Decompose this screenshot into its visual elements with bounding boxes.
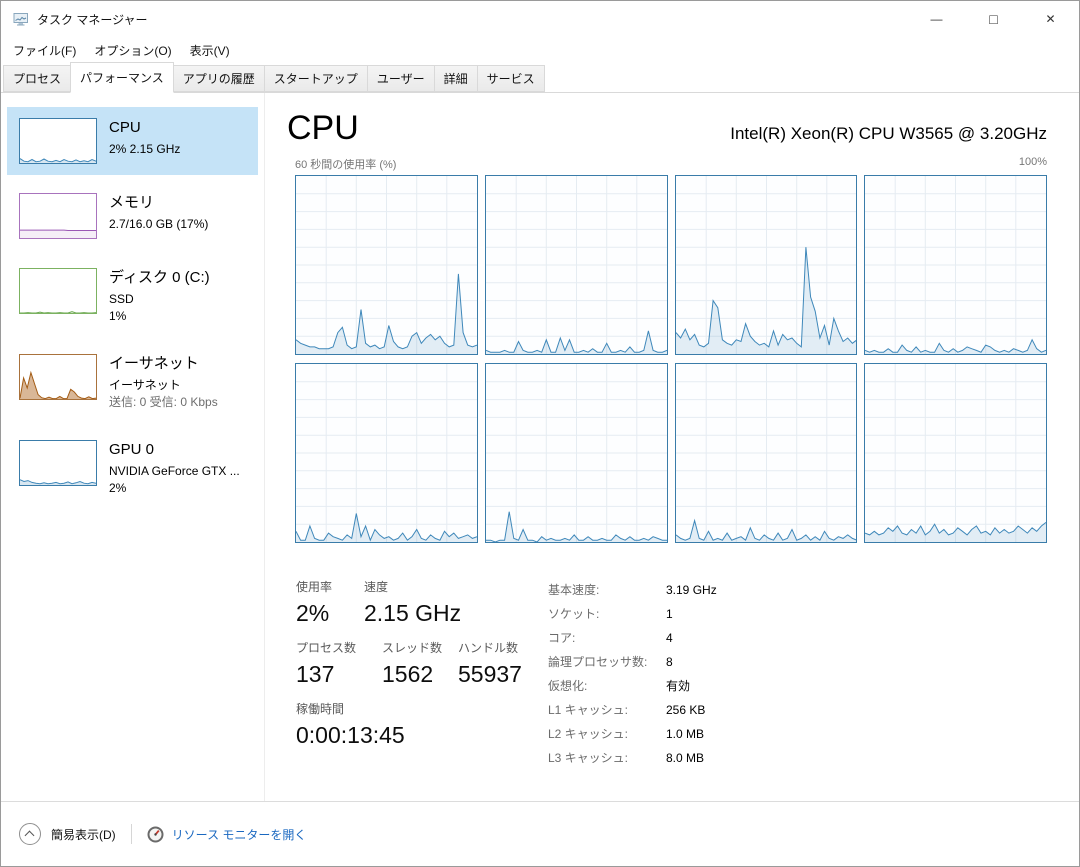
sidebar-disk-title: ディスク 0 (C:) (109, 269, 210, 286)
tab-app-history[interactable]: アプリの履歴 (172, 65, 265, 92)
handles-value: 55937 (458, 661, 522, 687)
tab-performance[interactable]: パフォーマンス (70, 62, 174, 93)
sidebar-disk-sub2: 1% (109, 309, 127, 323)
close-button[interactable]: ✕ (1022, 1, 1079, 37)
tab-services[interactable]: サービス (476, 65, 545, 92)
menu-options[interactable]: オプション(O) (94, 43, 172, 58)
detail-row: L1 キャッシュ: 256 KB (548, 703, 706, 717)
usage-label: 使用率 (296, 580, 333, 594)
minimize-icon: — (930, 12, 943, 26)
tab-bar: プロセス パフォーマンス アプリの履歴 スタートアップ ユーザー 詳細 サービス (1, 62, 1079, 93)
close-icon: ✕ (1045, 12, 1056, 26)
core-chart-0[interactable] (295, 175, 478, 355)
cpu-details: 基本速度: 3.19 GHz ソケット: 1 コア: 4 論理プロセッサ数: 8 (548, 580, 1047, 773)
cpu-stats: 使用率 2% 速度 2.15 GHz プロセス数 137 (296, 580, 1047, 773)
cpu-mini-chart (19, 118, 97, 164)
sidebar-ethernet-sub2: 送信: 0 受信: 0 Kbps (109, 395, 218, 409)
performance-sidebar: CPU 2% 2.15 GHz メモリ 2.7/16.0 GB (17%) ディ… (1, 93, 265, 801)
chart-axis-label-right: 100% (1018, 156, 1047, 168)
fewer-details-button[interactable]: 簡易表示(D) (19, 823, 116, 845)
sidebar-item-cpu[interactable]: CPU 2% 2.15 GHz (7, 107, 258, 175)
detail-row: ソケット: 1 (548, 607, 673, 621)
core-chart-6[interactable] (674, 363, 858, 543)
detail-row: 仮想化: 有効 (548, 679, 691, 693)
cpu-model-name: Intel(R) Xeon(R) CPU W3565 @ 3.20GHz (730, 124, 1047, 143)
chart-axis-label-left: 60 秒間の使用率 (%) (295, 159, 397, 171)
minimize-button[interactable]: — (908, 1, 965, 37)
threads-label: スレッド数 (382, 641, 443, 655)
core-chart-4[interactable] (295, 363, 478, 543)
sidebar-gpu-sub2: 2% (109, 481, 127, 495)
fewer-details-label: 簡易表示(D) (51, 827, 116, 842)
processes-value: 137 (296, 661, 335, 687)
speed-value: 2.15 GHz (364, 600, 462, 626)
content-area: CPU 2% 2.15 GHz メモリ 2.7/16.0 GB (17%) ディ… (1, 93, 1079, 801)
page-title: CPU (287, 109, 359, 147)
speed-label: 速度 (364, 580, 389, 594)
cpu-panel: CPU Intel(R) Xeon(R) CPU W3565 @ 3.20GHz… (265, 93, 1079, 801)
sidebar-cpu-sub: 2% 2.15 GHz (109, 142, 181, 156)
tab-startup[interactable]: スタートアップ (263, 65, 368, 92)
chevron-up-icon (19, 823, 41, 845)
status-bar: 簡易表示(D) リソース モニターを開く (1, 801, 1079, 866)
sidebar-cpu-title: CPU (109, 119, 141, 136)
sidebar-memory-sub: 2.7/16.0 GB (17%) (109, 217, 209, 231)
detail-row: コア: 4 (548, 631, 673, 645)
open-resource-monitor-link[interactable]: リソース モニターを開く (147, 826, 307, 843)
sidebar-disk-sub1: SSD (109, 292, 134, 306)
menu-file[interactable]: ファイル(F) (13, 43, 77, 58)
memory-mini-chart (19, 193, 97, 239)
detail-row: L3 キャッシュ: 8.0 MB (548, 751, 705, 765)
menu-view[interactable]: 表示(V) (189, 43, 230, 58)
sidebar-ethernet-sub1: イーサネット (109, 378, 181, 392)
core-chart-7[interactable] (864, 363, 1047, 543)
cpu-core-charts (295, 175, 1047, 543)
sidebar-gpu-title: GPU 0 (109, 441, 155, 458)
tab-details[interactable]: 詳細 (433, 65, 478, 92)
handles-label: ハンドル数 (458, 641, 519, 655)
detail-row: 論理プロセッサ数: 8 (548, 655, 673, 669)
sidebar-ethernet-title: イーサネット (109, 355, 199, 372)
detail-row: L2 キャッシュ: 1.0 MB (548, 727, 705, 741)
core-chart-3[interactable] (864, 175, 1047, 355)
uptime-value: 0:00:13:45 (296, 722, 405, 748)
sidebar-item-gpu[interactable]: GPU 0 NVIDIA GeForce GTX ... 2% (7, 429, 258, 508)
menu-bar: ファイル(F) オプション(O) 表示(V) (1, 37, 1079, 63)
resource-monitor-icon (147, 826, 164, 843)
threads-value: 1562 (382, 661, 434, 687)
gpu-mini-chart (19, 440, 97, 486)
tab-processes[interactable]: プロセス (3, 65, 72, 92)
uptime-label: 稼働時間 (296, 702, 345, 716)
ethernet-mini-chart (19, 354, 97, 400)
sidebar-item-memory[interactable]: メモリ 2.7/16.0 GB (17%) (7, 182, 258, 250)
core-chart-2[interactable] (674, 175, 858, 355)
sidebar-memory-title: メモリ (109, 194, 155, 211)
core-chart-5[interactable] (484, 363, 668, 543)
resource-monitor-label: リソース モニターを開く (171, 827, 307, 842)
footer-divider (130, 824, 132, 844)
sidebar-gpu-sub1: NVIDIA GeForce GTX ... (109, 464, 240, 478)
processes-label: プロセス数 (296, 641, 357, 655)
maximize-icon: □ (989, 11, 998, 27)
usage-value: 2% (296, 600, 330, 626)
detail-row: 基本速度: 3.19 GHz (548, 583, 717, 597)
tab-users[interactable]: ユーザー (366, 65, 435, 92)
window-title: タスク マネージャー (37, 12, 148, 27)
sidebar-item-disk[interactable]: ディスク 0 (C:) SSD 1% (7, 257, 258, 336)
sidebar-item-ethernet[interactable]: イーサネット イーサネット 送信: 0 受信: 0 Kbps (7, 343, 258, 422)
core-chart-1[interactable] (484, 175, 668, 355)
disk-mini-chart (19, 268, 97, 314)
maximize-button[interactable]: □ (965, 1, 1022, 37)
window-controls: — □ ✕ (908, 1, 1079, 37)
titlebar: タスク マネージャー — □ ✕ (1, 1, 1079, 37)
app-icon[interactable] (13, 11, 29, 27)
